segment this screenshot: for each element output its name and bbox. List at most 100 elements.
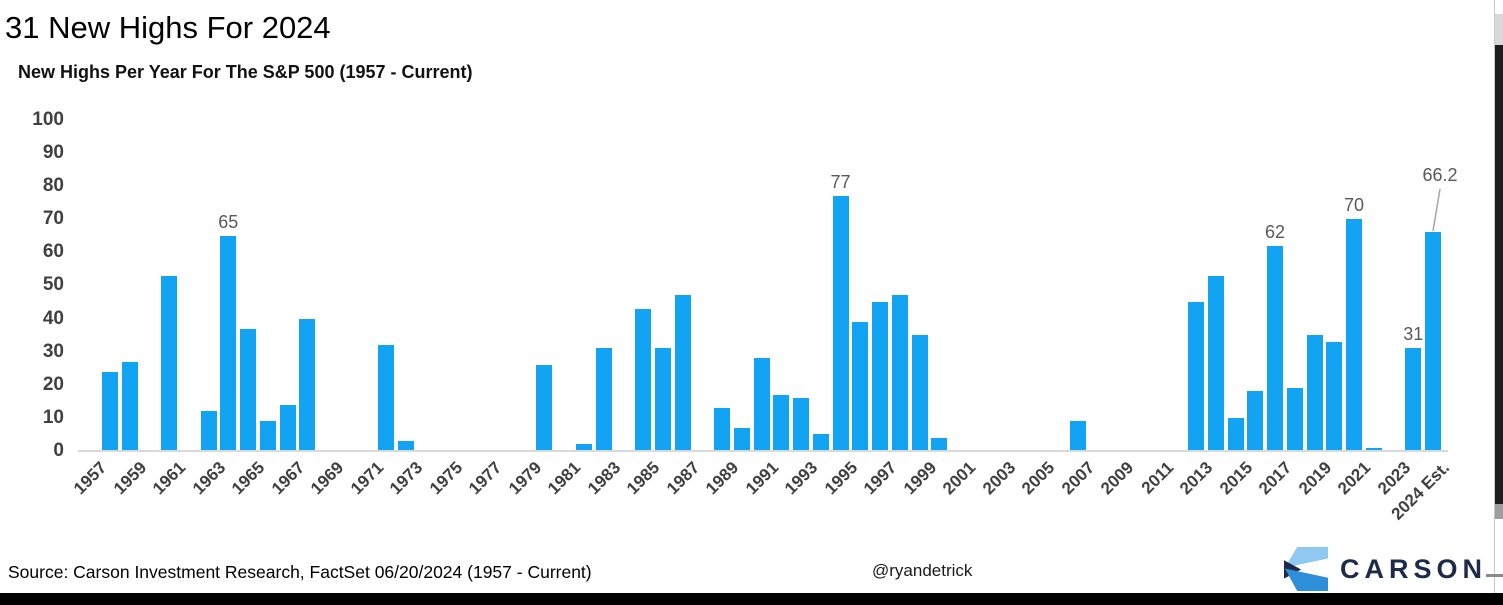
x-tick-1979: 1979 <box>504 458 545 499</box>
bar-1967 <box>279 404 296 451</box>
bar-2013 <box>1188 302 1204 451</box>
bar-1999 <box>911 335 928 451</box>
carson-logo-icon <box>1284 547 1328 591</box>
data-label-1995: 77 <box>830 172 851 192</box>
bar-1986 <box>654 348 671 451</box>
x-tick-1963: 1963 <box>188 458 229 499</box>
bar-2007 <box>1069 421 1086 451</box>
bar-1990 <box>733 427 750 451</box>
x-tick-1971: 1971 <box>346 458 387 499</box>
x-tick-1981: 1981 <box>544 458 585 499</box>
bar-1995 <box>832 196 849 451</box>
bar-1991 <box>753 358 770 451</box>
window-right-edge-line <box>1494 0 1495 594</box>
data-label-2017: 62 <box>1264 221 1286 242</box>
y-tick-100: 100 <box>32 108 64 130</box>
bar-1989 <box>714 407 730 451</box>
bar-1985 <box>635 308 651 451</box>
data-label-2024: 31 <box>1403 324 1424 345</box>
x-tick-2009: 2009 <box>1097 458 1138 499</box>
bar-2021 <box>1346 219 1362 451</box>
bar-1972 <box>378 345 395 451</box>
x-tick-1987: 1987 <box>662 458 703 499</box>
x-tick-2019: 2019 <box>1294 458 1335 499</box>
bar-1994 <box>812 434 829 451</box>
page-title: 31 New Highs For 2024 <box>5 10 331 45</box>
x-tick-1965: 1965 <box>228 458 269 499</box>
carson-logo-wordmark: CARSON <box>1340 554 1488 584</box>
x-tick-2021: 2021 <box>1334 458 1375 499</box>
bar-1973 <box>398 441 414 451</box>
x-tick-1969: 1969 <box>307 458 348 499</box>
scrollbar-thumb[interactable] <box>1495 45 1503 504</box>
x-tick-2005: 2005 <box>1018 458 1059 499</box>
x-tick-2013: 2013 <box>1176 458 1217 499</box>
bar-1958 <box>101 371 118 451</box>
bar-2016 <box>1247 391 1264 451</box>
x-tick-1995: 1995 <box>820 458 861 499</box>
bar-1992 <box>773 394 790 451</box>
x-tick-2011: 2011 <box>1137 458 1177 498</box>
x-tick-1989: 1989 <box>702 458 743 499</box>
scrollbar-track-top[interactable] <box>1495 14 1503 45</box>
x-tick-1999: 1999 <box>899 458 940 499</box>
x-tick-2001: 2001 <box>939 458 980 499</box>
x-tick-1985: 1985 <box>623 458 664 499</box>
x-tick-2015: 2015 <box>1215 458 1256 499</box>
y-tick-80: 80 <box>42 175 64 196</box>
bar-1966 <box>259 421 276 451</box>
bar-2024-est. <box>1425 231 1441 451</box>
bar-1965 <box>240 328 256 451</box>
x-tick-1993: 1993 <box>781 458 822 499</box>
x-tick-1957: 1957 <box>70 458 111 499</box>
bar-2020 <box>1326 341 1343 451</box>
data-label-1964: 65 <box>218 211 239 232</box>
bar-1963 <box>200 411 217 451</box>
x-tick-2003: 2003 <box>978 458 1019 499</box>
chart-subtitle: New Highs Per Year For The S&P 500 (1957… <box>18 62 473 82</box>
bar-1983 <box>595 348 612 451</box>
bar-1987 <box>674 295 691 451</box>
x-tick-1961: 1961 <box>149 458 190 499</box>
twitter-handle: @ryandetrick <box>872 561 973 580</box>
data-label-2024-est.: 66.2 <box>1422 165 1458 185</box>
data-label-2021: 70 <box>1343 195 1365 216</box>
x-tick-2017: 2017 <box>1255 458 1296 499</box>
x-tick-1977: 1977 <box>465 458 506 499</box>
bar-1961 <box>161 275 177 451</box>
bar-2022 <box>1365 447 1382 451</box>
y-tick-20: 20 <box>42 373 64 395</box>
y-tick-10: 10 <box>42 406 64 428</box>
bar-1998 <box>891 295 908 451</box>
y-tick-50: 50 <box>42 274 64 296</box>
bar-1959 <box>121 361 138 451</box>
x-tick-1983: 1983 <box>583 458 624 499</box>
scrollbar-track-bottom[interactable] <box>1495 504 1503 519</box>
y-tick-0: 0 <box>53 440 64 461</box>
bar-2017 <box>1267 245 1283 451</box>
bar-1996 <box>852 321 869 451</box>
bar-2015 <box>1227 417 1244 451</box>
y-tick-30: 30 <box>42 340 64 362</box>
bar-2000 <box>931 437 948 451</box>
bar-1982 <box>575 444 592 451</box>
source-text: Source: Carson Investment Research, Fact… <box>8 562 592 582</box>
y-tick-40: 40 <box>42 307 64 329</box>
bar-2014 <box>1207 275 1224 451</box>
bar-1993 <box>793 398 809 451</box>
x-tick-1959: 1959 <box>109 458 150 499</box>
bar-2019 <box>1306 335 1323 451</box>
bar-2018 <box>1286 388 1303 451</box>
x-tick-1997: 1997 <box>860 458 901 499</box>
bar-1980 <box>536 364 553 451</box>
x-tick-1991: 1991 <box>741 458 782 499</box>
y-tick-60: 60 <box>42 241 64 263</box>
bar-1968 <box>299 318 316 451</box>
y-tick-90: 90 <box>42 141 64 163</box>
x-tick-1975: 1975 <box>425 458 466 499</box>
x-tick-1973: 1973 <box>386 458 427 499</box>
window-bottom-bar <box>0 593 1503 605</box>
bar-1964 <box>220 235 237 451</box>
window-edge-dash <box>1486 574 1503 577</box>
x-tick-1967: 1967 <box>267 458 308 499</box>
